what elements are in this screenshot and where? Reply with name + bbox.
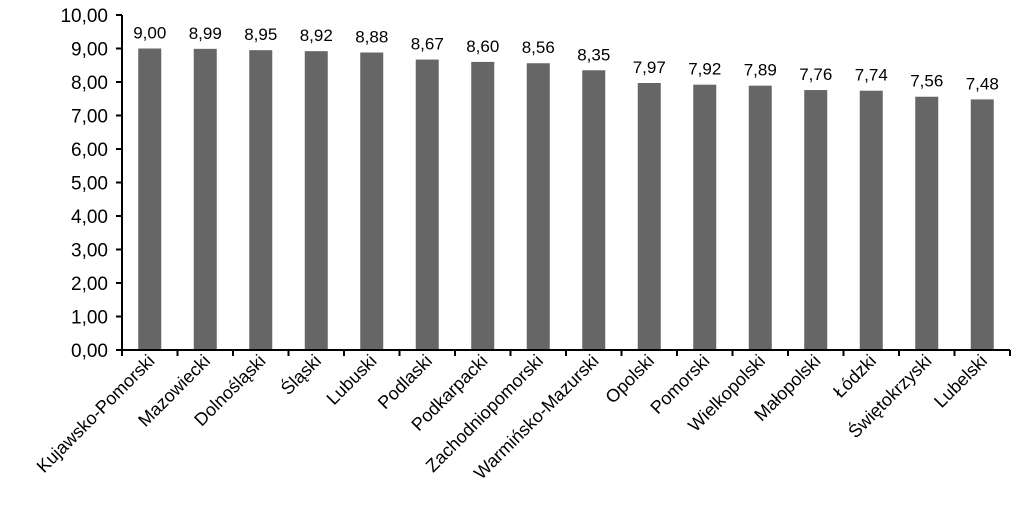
x-tick-label: Lubelski (930, 351, 991, 412)
bar (693, 84, 717, 351)
y-axis: 0,00 1,00 2,00 3,00 4,00 5,00 6,00 7,00 8,00 9,00… (60, 6, 123, 362)
y-tick-label: 6,00 (71, 140, 108, 161)
data-label: 9,00 (133, 24, 166, 43)
bar (138, 48, 162, 350)
x-tick-label: Śląski (276, 350, 325, 399)
x-tick-label: Łódzki (829, 351, 880, 402)
data-label: 8,67 (411, 35, 444, 54)
bar (193, 48, 217, 351)
bar (859, 90, 883, 351)
data-label: 8,99 (189, 24, 222, 43)
data-label: 8,35 (577, 45, 610, 64)
data-label: 8,60 (466, 37, 499, 56)
data-label: 8,92 (300, 26, 333, 45)
bar (582, 70, 606, 351)
bar (249, 50, 273, 351)
y-tick-label: 0,00 (71, 341, 108, 362)
x-tick-label: Opolski (601, 351, 658, 408)
bar (804, 90, 828, 350)
bar (471, 61, 495, 351)
data-label: 7,48 (966, 74, 999, 93)
data-label: 7,89 (744, 61, 777, 80)
data-label: 8,95 (244, 25, 277, 44)
bar (970, 99, 994, 350)
y-tick-label: 2,00 (71, 274, 108, 295)
data-label: 7,56 (910, 72, 943, 91)
data-labels: 9,00 8,99 8,95 8,92 8,88 8,67 8,60 8,56 8,35 7,97… (133, 24, 999, 94)
y-tick-label: 8,00 (71, 73, 108, 94)
bar (526, 63, 550, 351)
bar (304, 51, 328, 351)
data-label: 7,92 (688, 60, 721, 79)
y-tick-label: 7,00 (71, 107, 108, 128)
bar (637, 83, 661, 350)
bars (138, 48, 994, 351)
y-tick-label: 4,00 (71, 207, 108, 228)
y-tick-label: 1,00 (71, 308, 108, 329)
data-label: 7,76 (799, 65, 832, 84)
x-tick-label: Lubuski (323, 351, 381, 409)
bar (748, 85, 772, 350)
bar (915, 96, 939, 351)
data-label: 8,56 (522, 38, 555, 57)
y-tick-label: 9,00 (71, 40, 108, 61)
data-label: 7,74 (855, 66, 888, 85)
y-tick-label: 5,00 (71, 174, 108, 195)
bar (360, 52, 384, 351)
y-tick-label: 10,00 (60, 6, 108, 27)
data-label: 7,97 (633, 58, 666, 77)
y-tick-label: 3,00 (71, 241, 108, 262)
bar (415, 59, 439, 351)
data-label: 8,88 (355, 28, 388, 47)
